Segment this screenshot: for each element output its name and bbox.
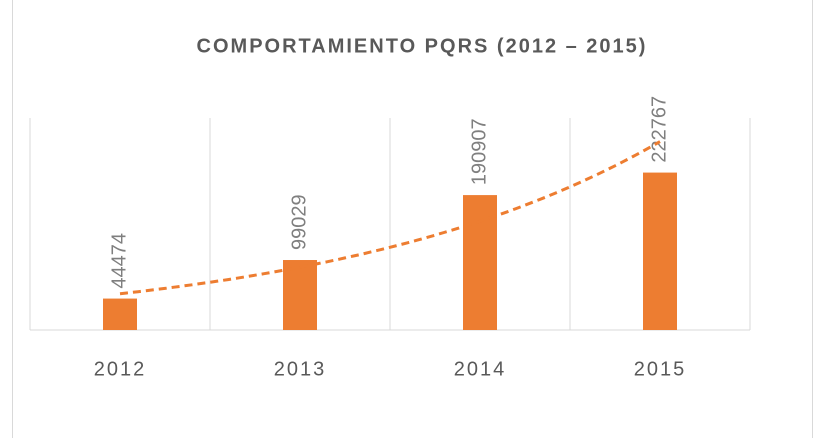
bar	[103, 298, 137, 330]
trendline	[119, 140, 661, 296]
chart-frame	[12, 0, 813, 438]
data-label: 222767	[648, 96, 670, 163]
bar	[463, 195, 497, 330]
data-label: 44474	[108, 233, 130, 289]
x-tick-label: 2015	[634, 358, 687, 380]
bar	[643, 172, 677, 330]
x-tick-label: 2013	[274, 358, 327, 380]
x-tick-label: 2014	[454, 358, 507, 380]
x-tick-label: 2012	[94, 358, 147, 380]
data-label: 190907	[468, 118, 490, 185]
chart-title: COMPORTAMIENTO PQRS (2012 – 2015)	[197, 35, 648, 57]
data-label: 99029	[288, 194, 310, 250]
bar	[283, 260, 317, 330]
